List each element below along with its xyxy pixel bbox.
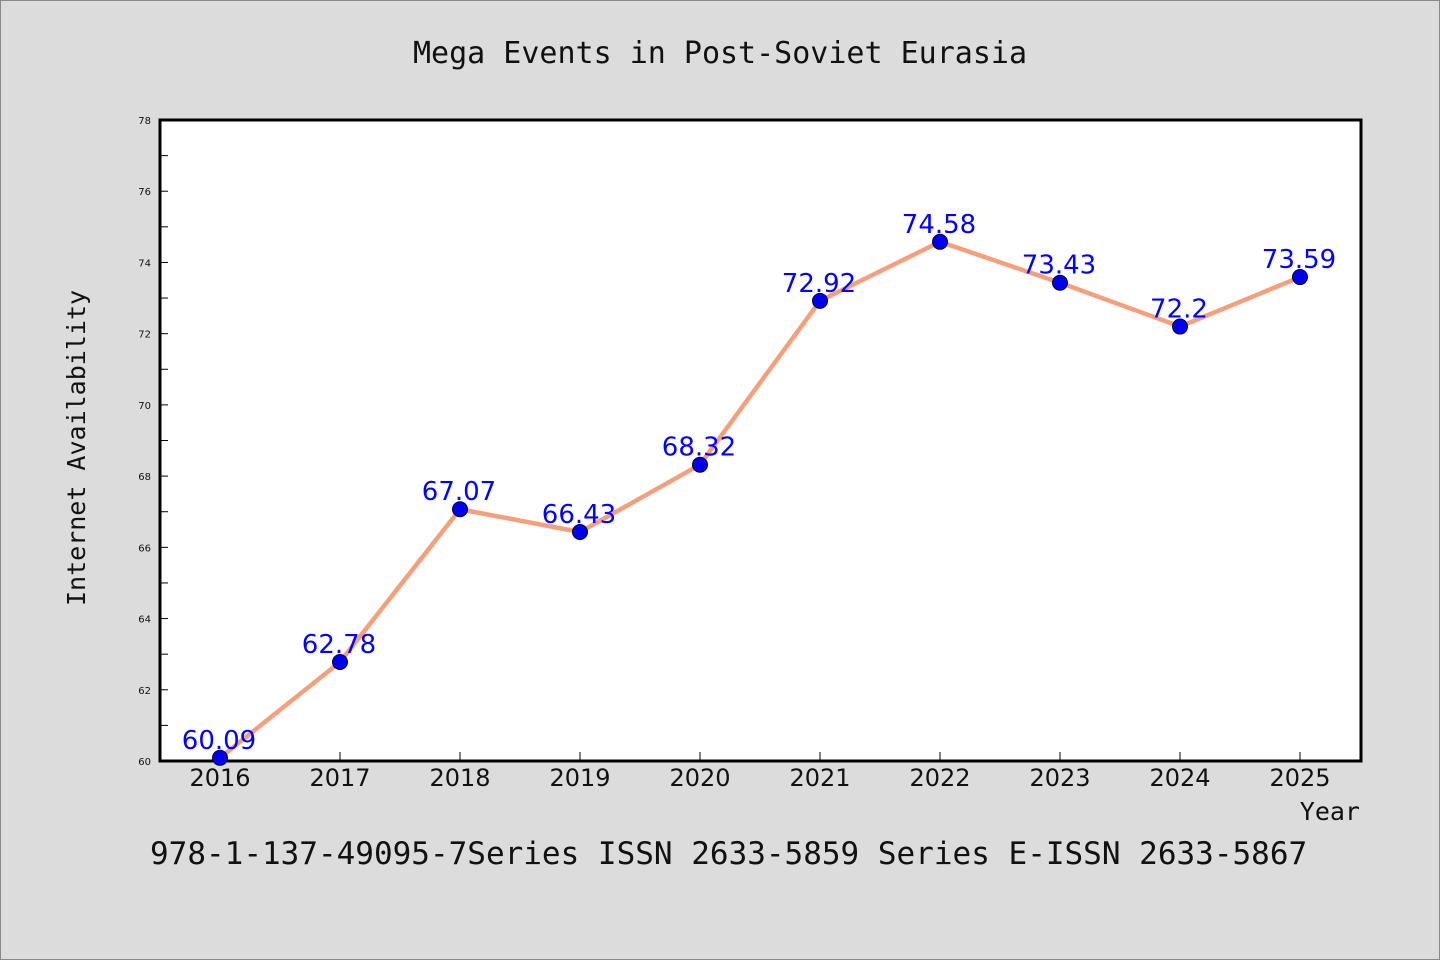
y-tick-label: 60 [138, 757, 151, 768]
y-tick-label: 62 [138, 686, 151, 697]
data-point-marker [932, 233, 948, 250]
data-value-label: 60.09 [182, 726, 256, 756]
x-tick-label: 2025 [1269, 764, 1330, 792]
y-tick-label: 78 [138, 116, 151, 127]
data-value-label: 74.58 [902, 210, 976, 240]
y-tick-label: 66 [138, 543, 151, 554]
data-point-marker [452, 501, 468, 518]
data-point-marker [212, 749, 228, 766]
data-point-marker [332, 654, 348, 671]
y-tick-label: 74 [138, 258, 151, 269]
x-tick-label: 2019 [549, 764, 610, 792]
data-point-marker [1172, 318, 1188, 335]
chart-title: Mega Events in Post-Soviet Eurasia [413, 36, 1027, 71]
data-value-label: 66.43 [542, 500, 616, 530]
data-value-label: 62.78 [302, 630, 376, 660]
x-axis: 2016 2017 2018 2019 2020 2021 2022 2023 2024 2025 [189, 752, 1331, 792]
x-tick-label: 2016 [189, 764, 250, 792]
data-point-marker [692, 456, 708, 473]
data-point-marker [812, 292, 828, 309]
data-value-label: 67.07 [422, 477, 496, 507]
data-point-marker [1052, 274, 1068, 291]
x-axis-label: Year [1300, 797, 1360, 826]
y-axis: 60 62 64 66 68 70 72 74 76 78 [138, 116, 168, 768]
series-line [217, 239, 1303, 761]
data-value-label: 68.32 [662, 433, 736, 463]
y-tick-label: 68 [138, 472, 151, 483]
y-tick-label: 76 [138, 187, 151, 198]
data-value-label: 72.92 [782, 269, 856, 299]
plot-area [158, 118, 1363, 763]
footer-isbn-issn: 978-1-137-49095-7Series ISSN 2633-5859 S… [150, 836, 1307, 872]
x-tick-label: 2022 [909, 764, 970, 792]
data-point-marker [572, 524, 588, 541]
x-tick-label: 2017 [309, 764, 370, 792]
data-value-label: 73.59 [1262, 245, 1336, 275]
x-tick-label: 2021 [789, 764, 850, 792]
x-tick-label: 2024 [1149, 764, 1210, 792]
x-tick-label: 2023 [1029, 764, 1090, 792]
y-tick-label: 64 [138, 615, 151, 626]
data-point-marker [1292, 269, 1308, 286]
y-tick-label: 72 [138, 330, 151, 341]
x-tick-label: 2018 [429, 764, 490, 792]
data-value-label: 72.2 [1150, 295, 1208, 325]
y-tick-label: 70 [138, 401, 151, 412]
data-value-label: 73.43 [1022, 251, 1096, 281]
series-group: 60.09 62.78 67.07 66.43 68.32 72.92 74.58 73.43… [182, 210, 1336, 766]
y-axis-label: Internet Availability [62, 290, 91, 606]
x-tick-label: 2020 [669, 764, 730, 792]
